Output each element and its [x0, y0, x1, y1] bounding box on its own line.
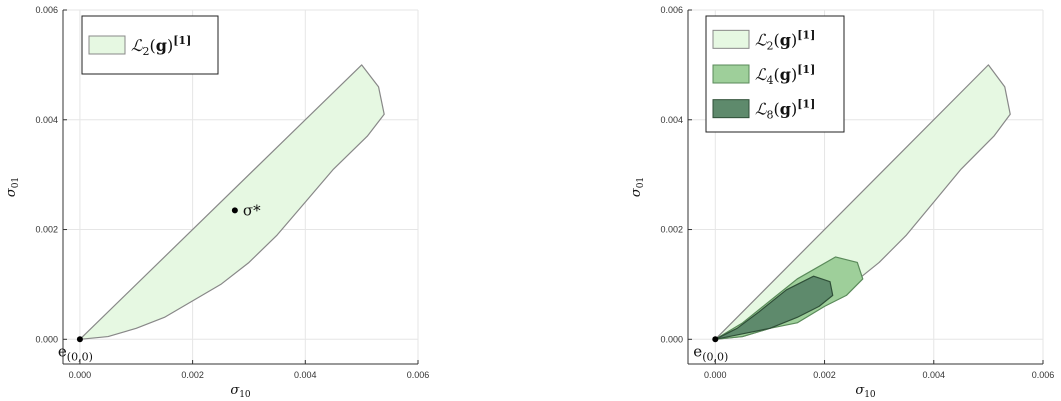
x-tick-label-1: 0.002 [813, 370, 836, 380]
x-axis-label: σ10 [230, 383, 251, 400]
x-tick-label-0: 0.000 [704, 370, 727, 380]
point-label-0: e(0,0) [693, 342, 728, 363]
x-tick-label-2: 0.004 [294, 370, 317, 380]
x-axis-label: σ10 [855, 383, 876, 400]
legend-label-L4: ℒ4(g)[1] [755, 63, 815, 87]
point-label-1: e(0,0) [58, 342, 93, 363]
y-tick-label-0: 0.000 [660, 334, 683, 344]
chart-panel-left: 0.000 0.002 0.004 0.006 0.000 0.002 0.004 0.006… [4, 5, 429, 400]
legend-swatch-L8 [712, 99, 750, 119]
y-axis-label: σ01 [4, 177, 21, 197]
y-tick-label-1: 0.002 [35, 225, 58, 235]
legend-swatch-L4 [712, 64, 750, 84]
legend-box [81, 15, 219, 75]
x-tick-label-3: 0.006 [1032, 370, 1055, 380]
legend-swatch-L2 [88, 35, 126, 55]
x-tick-label-0: 0.000 [69, 370, 92, 380]
x-tick-label-3: 0.006 [407, 370, 430, 380]
point-marker-0 [231, 207, 238, 214]
point-label-0: σ* [243, 201, 261, 219]
region-L2 [79, 64, 385, 340]
point-marker-0 [712, 336, 719, 343]
y-tick-label-2: 0.004 [660, 115, 683, 125]
y-tick-label-0: 0.000 [35, 334, 58, 344]
y-tick-label-3: 0.006 [35, 5, 58, 15]
y-axis-label: σ01 [629, 177, 646, 197]
x-tick-label-1: 0.002 [181, 370, 204, 380]
x-tick-label-2: 0.004 [923, 370, 946, 380]
y-tick-label-3: 0.006 [660, 5, 683, 15]
region-L8 [714, 275, 834, 340]
y-tick-label-1: 0.002 [660, 225, 683, 235]
chart-panel-right: 0.000 0.002 0.004 0.006 0.000 0.002 0.004 0.006… [629, 5, 1054, 400]
y-tick-label-2: 0.004 [35, 115, 58, 125]
point-marker-1 [76, 336, 83, 343]
legend-swatch-L2 [712, 29, 750, 49]
legend-label-L8: ℒ8(g)[1] [755, 98, 815, 122]
legend-label-L2: ℒ2(g)[1] [131, 34, 191, 58]
legend-label-L2: ℒ2(g)[1] [755, 28, 815, 52]
